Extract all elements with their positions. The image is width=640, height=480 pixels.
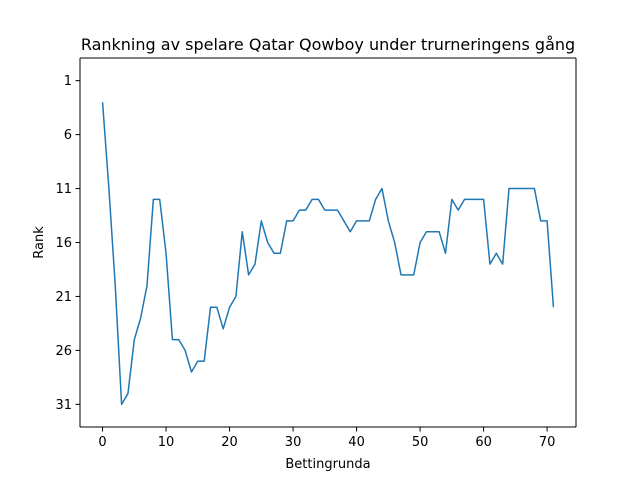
x-tick-label: 60: [475, 435, 492, 450]
x-tick-label: 0: [98, 435, 106, 450]
chart-title: Rankning av spelare Qatar Qowboy under t…: [81, 35, 575, 54]
x-tick-label: 20: [221, 435, 238, 450]
x-axis-ticks: 0 10 20 30 40 50 60 70: [98, 427, 555, 450]
x-tick-label: 10: [158, 435, 175, 450]
y-tick-label: 16: [55, 236, 72, 251]
y-tick-label: 1: [64, 74, 72, 89]
x-tick-label: 30: [285, 435, 302, 450]
x-axis-label: Bettingrunda: [285, 457, 370, 472]
y-tick-label: 26: [55, 344, 72, 359]
series-layer: [101, 102, 555, 406]
y-tick-label: 11: [55, 182, 72, 197]
x-tick-label: 40: [348, 435, 365, 450]
y-tick-label: 6: [64, 128, 72, 143]
y-axis-label: Rank: [32, 226, 47, 259]
plot-area: [80, 58, 576, 427]
y-tick-label: 31: [55, 398, 72, 413]
x-tick-label: 70: [539, 435, 556, 450]
x-tick-label: 50: [412, 435, 429, 450]
series-line-0: [101, 102, 555, 406]
y-tick-label: 21: [55, 290, 72, 305]
